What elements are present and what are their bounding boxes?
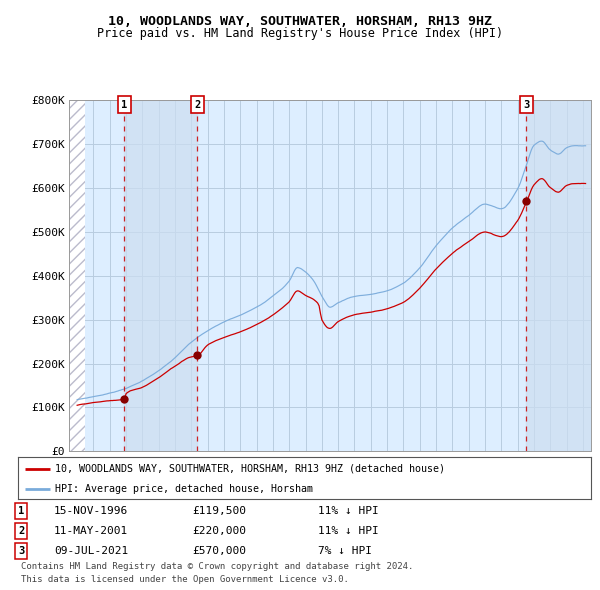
Text: 09-JUL-2021: 09-JUL-2021	[54, 546, 128, 556]
Text: 3: 3	[18, 546, 24, 556]
Text: 10, WOODLANDS WAY, SOUTHWATER, HORSHAM, RH13 9HZ: 10, WOODLANDS WAY, SOUTHWATER, HORSHAM, …	[108, 15, 492, 28]
Text: 11-MAY-2001: 11-MAY-2001	[54, 526, 128, 536]
Text: 2: 2	[194, 100, 200, 110]
Text: 1: 1	[121, 100, 127, 110]
Text: £220,000: £220,000	[192, 526, 246, 536]
Text: Price paid vs. HM Land Registry's House Price Index (HPI): Price paid vs. HM Land Registry's House …	[97, 27, 503, 40]
Text: 7% ↓ HPI: 7% ↓ HPI	[318, 546, 372, 556]
Text: 2: 2	[18, 526, 24, 536]
Text: HPI: Average price, detached house, Horsham: HPI: Average price, detached house, Hors…	[55, 484, 313, 494]
Text: 1: 1	[18, 506, 24, 516]
Text: 11% ↓ HPI: 11% ↓ HPI	[318, 526, 379, 536]
Text: This data is licensed under the Open Government Licence v3.0.: This data is licensed under the Open Gov…	[21, 575, 349, 584]
Text: 15-NOV-1996: 15-NOV-1996	[54, 506, 128, 516]
Text: £570,000: £570,000	[192, 546, 246, 556]
Bar	[124, 100, 197, 451]
Text: Contains HM Land Registry data © Crown copyright and database right 2024.: Contains HM Land Registry data © Crown c…	[21, 562, 413, 571]
Bar	[526, 100, 591, 451]
Text: 11% ↓ HPI: 11% ↓ HPI	[318, 506, 379, 516]
Bar	[69, 100, 85, 451]
Text: £119,500: £119,500	[192, 506, 246, 516]
Text: 10, WOODLANDS WAY, SOUTHWATER, HORSHAM, RH13 9HZ (detached house): 10, WOODLANDS WAY, SOUTHWATER, HORSHAM, …	[55, 464, 445, 474]
Text: 3: 3	[523, 100, 529, 110]
